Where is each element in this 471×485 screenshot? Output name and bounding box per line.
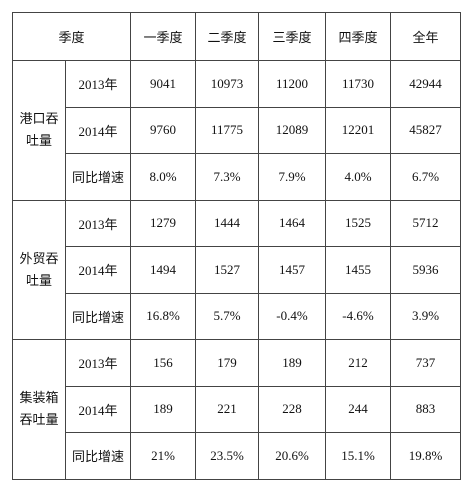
value-cell: 737 bbox=[390, 339, 462, 387]
value-cell: 5936 bbox=[390, 246, 462, 294]
value-cell: 42944 bbox=[390, 60, 462, 108]
value-cell: 1494 bbox=[130, 246, 197, 294]
table-row: 2014年 1494 1527 1457 1455 5936 bbox=[13, 246, 462, 294]
value-cell: 1525 bbox=[325, 199, 392, 247]
value-cell: 179 bbox=[195, 339, 260, 387]
value-cell: 9760 bbox=[130, 106, 197, 154]
table-row: 2014年 189 221 228 244 883 bbox=[13, 385, 462, 433]
value-cell: 15.1% bbox=[325, 432, 392, 480]
table-row: 集装箱吞吐量 2013年 156 179 189 212 737 bbox=[12, 339, 462, 480]
group-label: 外贸吞吐量 bbox=[12, 199, 66, 340]
value-cell: 1444 bbox=[195, 199, 260, 247]
row-label: 2014年 bbox=[64, 246, 132, 294]
table-body: 季度 一季度 二季度 三季度 四季度 全年 港口吞吐量 2013年 9041 10973 11200… bbox=[11, 12, 462, 480]
value-cell: 23.5% bbox=[195, 432, 260, 480]
table-row: 外贸吞吐量 2013年 1279 1444 1464 1525 5712 bbox=[12, 199, 462, 340]
value-cell: 20.6% bbox=[258, 432, 327, 480]
value-cell: 156 bbox=[130, 339, 197, 387]
value-cell: 11200 bbox=[258, 60, 327, 108]
row-label: 同比增速 bbox=[64, 153, 132, 201]
value-cell: 5712 bbox=[390, 199, 462, 247]
value-cell: 189 bbox=[130, 385, 197, 433]
column-header: 二季度 bbox=[195, 12, 260, 61]
value-cell: 228 bbox=[258, 385, 327, 433]
value-cell: 21% bbox=[130, 432, 197, 480]
row-label: 2013年 bbox=[64, 199, 132, 247]
row-label: 2014年 bbox=[64, 385, 132, 433]
value-cell: 8.0% bbox=[130, 153, 197, 201]
value-cell: 10973 bbox=[195, 60, 260, 108]
table-row: 港口吞吐量 2013年 9041 10973 11200 11730 42944 bbox=[12, 60, 462, 201]
data-table: 季度 一季度 二季度 三季度 四季度 全年 港口吞吐量 2013年 9041 10973 11200… bbox=[11, 12, 462, 480]
table-row: 同比增速 8.0% 7.3% 7.9% 4.0% 6.7% bbox=[13, 153, 462, 201]
value-cell: 6.7% bbox=[390, 153, 462, 201]
value-cell: 1455 bbox=[325, 246, 392, 294]
group-label: 港口吞吐量 bbox=[12, 60, 66, 201]
value-cell: 189 bbox=[258, 339, 327, 387]
value-cell: 1279 bbox=[130, 199, 197, 247]
header-label: 季度 bbox=[11, 12, 132, 61]
value-cell: 11775 bbox=[195, 106, 260, 154]
value-cell: 221 bbox=[195, 385, 260, 433]
table-row: 同比增速 16.8% 5.7% -0.4% -4.6% 3.9% bbox=[13, 292, 462, 340]
value-cell: 45827 bbox=[390, 106, 462, 154]
row-label: 2013年 bbox=[64, 339, 132, 387]
row-label: 2014年 bbox=[64, 106, 132, 154]
value-cell: 16.8% bbox=[130, 292, 197, 340]
group-label: 集装箱吞吐量 bbox=[12, 339, 66, 480]
value-cell: 1464 bbox=[258, 199, 327, 247]
value-cell: 5.7% bbox=[195, 292, 260, 340]
value-cell: 11730 bbox=[325, 60, 392, 108]
value-cell: 7.9% bbox=[258, 153, 327, 201]
table-row: 同比增速 21% 23.5% 20.6% 15.1% 19.8% bbox=[13, 432, 462, 480]
table-row: 季度 一季度 二季度 三季度 四季度 全年 bbox=[11, 12, 462, 61]
value-cell: 9041 bbox=[130, 60, 197, 108]
value-cell: 4.0% bbox=[325, 153, 392, 201]
column-header: 四季度 bbox=[325, 12, 392, 61]
column-header: 三季度 bbox=[258, 12, 327, 61]
value-cell: 12089 bbox=[258, 106, 327, 154]
row-label: 2013年 bbox=[64, 60, 132, 108]
value-cell: 1457 bbox=[258, 246, 327, 294]
value-cell: 12201 bbox=[325, 106, 392, 154]
column-header: 全年 bbox=[390, 12, 462, 61]
row-label: 同比增速 bbox=[64, 432, 132, 480]
value-cell: -4.6% bbox=[325, 292, 392, 340]
value-cell: 3.9% bbox=[390, 292, 462, 340]
value-cell: 883 bbox=[390, 385, 462, 433]
table-row: 2014年 9760 11775 12089 12201 45827 bbox=[13, 106, 462, 154]
row-label: 同比增速 bbox=[64, 292, 132, 340]
value-cell: 1527 bbox=[195, 246, 260, 294]
value-cell: 244 bbox=[325, 385, 392, 433]
column-header: 一季度 bbox=[130, 12, 197, 61]
value-cell: -0.4% bbox=[258, 292, 327, 340]
value-cell: 212 bbox=[325, 339, 392, 387]
value-cell: 7.3% bbox=[195, 153, 260, 201]
value-cell: 19.8% bbox=[390, 432, 462, 480]
